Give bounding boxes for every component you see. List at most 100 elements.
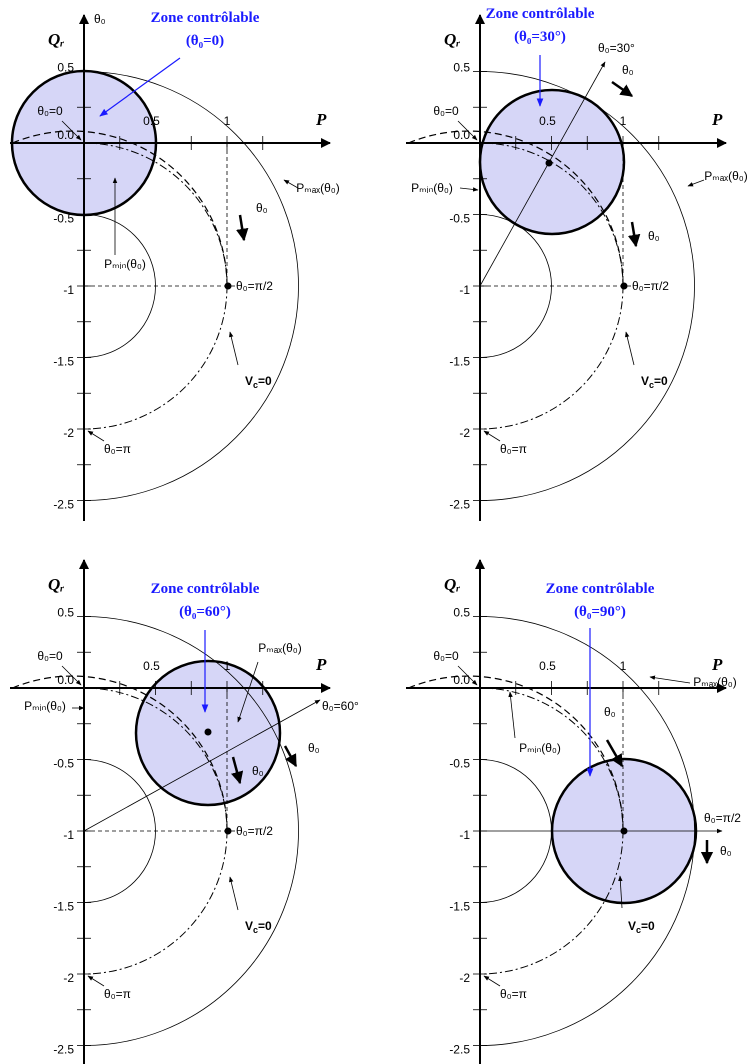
q-axis-label: Qᵣ xyxy=(444,30,460,49)
title-arrow xyxy=(99,57,181,117)
p-tick-label: 1 xyxy=(620,114,627,128)
ray-label: θ₀=30° xyxy=(598,41,635,55)
q-tick-label: 0.0 xyxy=(453,128,470,142)
q-tick-label: 0.5 xyxy=(57,606,74,620)
q-axis-label: Qᵣ xyxy=(48,30,64,49)
q-tick-label: -1 xyxy=(459,828,470,842)
p-axis-label: P xyxy=(711,655,723,674)
p-tick-label: 1 xyxy=(224,659,231,673)
q-tick-label: -1.5 xyxy=(449,900,470,914)
dot xyxy=(204,728,212,736)
p-tick-label: 1 xyxy=(224,114,231,128)
q-tick-label: -2 xyxy=(63,426,74,440)
p-axis-label: P xyxy=(711,110,723,129)
zone-angle: (θ₀=90°) xyxy=(574,604,626,620)
zone-angle: (θ₀=30°) xyxy=(514,29,566,45)
pmin-label: Pₘᵢₙ(θ₀) xyxy=(104,257,146,271)
dot xyxy=(224,827,232,835)
theta-zero-label: θ₀=0 xyxy=(433,649,459,663)
q-tick-label: 0.5 xyxy=(453,606,470,620)
vc-rest: =0 xyxy=(654,374,668,388)
p-tick-label: 0.5 xyxy=(539,114,556,128)
pointer xyxy=(229,331,239,366)
ray xyxy=(83,699,321,832)
q-tick-label: 0.0 xyxy=(57,128,74,142)
panel: P Qᵣ 0.5 1 0.5 0.0 -0.5 -1 -1.5 -2 -2.5 Zone contrô… xyxy=(10,10,340,521)
pmin-curve xyxy=(12,675,228,832)
zone-angle: (θ₀=0) xyxy=(186,33,224,49)
vc-sub: c xyxy=(636,925,641,935)
vc-label: Vc=0 xyxy=(628,919,655,935)
q-tick-label: -2.5 xyxy=(449,498,470,512)
theta-arrow xyxy=(627,221,641,248)
vc-label: Vc=0 xyxy=(245,374,272,390)
q-tick-label: -1 xyxy=(63,283,74,297)
q-tick-label: -1 xyxy=(63,828,74,842)
pmax-label: Pₘₐₓ(θ₀) xyxy=(258,641,302,655)
pmax-label: Pₘₐₓ(θ₀) xyxy=(296,181,340,195)
theta-arrow xyxy=(231,756,244,785)
pointer xyxy=(61,120,82,141)
vc-sub: c xyxy=(253,925,258,935)
vc-main: V xyxy=(245,374,253,388)
pmin-curve xyxy=(12,130,228,287)
theta-zero-label: θ₀=0 xyxy=(37,649,63,663)
q-tick-label: -1.5 xyxy=(53,355,74,369)
ray xyxy=(479,61,606,287)
pointer xyxy=(283,179,299,189)
zone-title: Zone contrôlable xyxy=(151,581,260,597)
q-tick-label: 0.5 xyxy=(453,61,470,75)
p-tick-label: 0.5 xyxy=(539,659,556,673)
theta-arrow xyxy=(605,739,624,768)
ray-label: θ₀=60° xyxy=(322,699,359,713)
q-tick-label: -1 xyxy=(459,283,470,297)
q-tick-label: -2 xyxy=(459,426,470,440)
zone-title: Zone contrôlable xyxy=(151,10,260,26)
q-tick-label: 0.5 xyxy=(57,61,74,75)
q-tick-label: -2 xyxy=(459,971,470,985)
pointer xyxy=(457,665,478,686)
panel: P Qᵣ 0.5 1 0.5 0.0 -0.5 -1 -1.5 -2 -2.5 Zone contrô… xyxy=(10,559,359,1064)
theta-zero-label: θ₀=0 xyxy=(37,104,63,118)
q-tick-label: -1.5 xyxy=(53,900,74,914)
dot xyxy=(224,282,232,290)
q-tick-label: -1.5 xyxy=(449,355,470,369)
q-tick-label: -2.5 xyxy=(53,1043,74,1057)
pointer xyxy=(483,975,501,987)
pointer xyxy=(61,665,82,686)
dot xyxy=(620,827,628,835)
p-tick-label: 1 xyxy=(620,659,627,673)
vc-label: Vc=0 xyxy=(641,374,668,390)
theta-arrow xyxy=(283,745,298,768)
pmin-curve xyxy=(408,130,624,287)
q-tick-label: -0.5 xyxy=(53,212,74,226)
pmax-circle xyxy=(83,616,299,1046)
theta-pi-label: θ₀=π xyxy=(104,987,131,1001)
theta-label: θ₀ xyxy=(604,705,616,719)
pmax-circle xyxy=(83,71,299,501)
q-tick-label: -0.5 xyxy=(449,757,470,771)
theta-half-pi-label: θ₀=π/2 xyxy=(236,279,273,293)
dot xyxy=(620,282,628,290)
theta-pi-label: θ₀=π xyxy=(500,442,527,456)
p-axis-label: P xyxy=(315,655,327,674)
theta-half-pi-label: θ₀=π/2 xyxy=(632,279,669,293)
vc-rest: =0 xyxy=(258,919,272,933)
pointer xyxy=(508,691,516,739)
panel: P Qᵣ 0.5 1 0.5 0.0 -0.5 -1 -1.5 -2 -2.5 Zone contrô… xyxy=(406,559,741,1064)
pointer xyxy=(87,975,105,987)
vc-sub: c xyxy=(253,380,258,390)
pmin-label: Pₘᵢₙ(θ₀) xyxy=(519,741,561,755)
pmax-circle xyxy=(479,71,695,501)
p-tick-label: 0.5 xyxy=(143,114,160,128)
theta-label: θ₀ xyxy=(308,741,320,755)
p-axis-label: P xyxy=(315,110,327,129)
theta-zero-label: θ₀=0 xyxy=(433,104,459,118)
pointer xyxy=(237,661,259,723)
pmax-label: Pₘₐₓ(θ₀) xyxy=(704,169,748,183)
pmax-label: Pₘₐₓ(θ₀) xyxy=(693,675,737,689)
theta-half-pi-label: θ₀=π/2 xyxy=(704,811,741,825)
q-axis-label: Qᵣ xyxy=(444,575,460,594)
theta-half-pi-label: θ₀=π/2 xyxy=(236,824,273,838)
pointer xyxy=(618,875,623,909)
